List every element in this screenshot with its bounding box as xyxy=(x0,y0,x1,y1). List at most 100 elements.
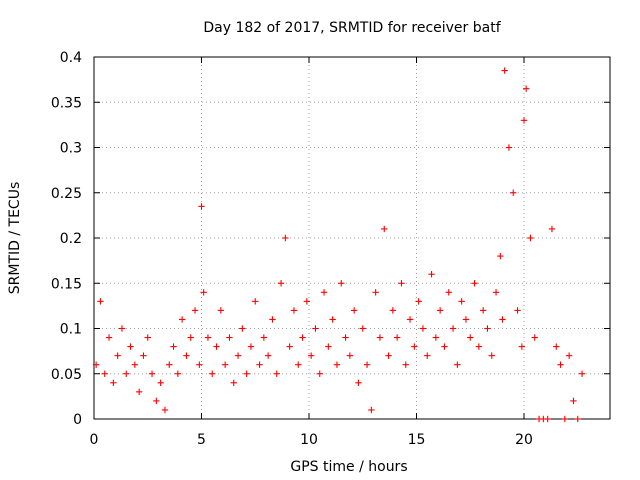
ticks: 0 5 10 15 20 0 0.05 0.1 0.15 0.2 0.25 0.3 0.35 0.4 xyxy=(51,50,610,448)
data-point xyxy=(398,280,405,287)
data-point xyxy=(247,343,255,350)
data-point xyxy=(101,370,108,377)
data-point xyxy=(118,325,126,332)
data-point xyxy=(505,144,513,151)
data-point xyxy=(198,203,205,210)
data-point xyxy=(432,334,440,341)
data-point xyxy=(256,361,263,368)
x-tick-label: 0 xyxy=(90,432,99,448)
data-point xyxy=(570,397,577,405)
data-point xyxy=(277,280,285,287)
data-point xyxy=(209,370,216,377)
y-tick-label: 0.4 xyxy=(60,50,82,66)
data-point xyxy=(273,370,280,377)
data-point xyxy=(252,298,259,305)
data-point xyxy=(389,307,397,314)
data-point xyxy=(488,352,495,359)
data-point xyxy=(200,289,207,296)
data-point xyxy=(462,316,470,323)
data-point xyxy=(161,406,169,414)
data-point xyxy=(376,334,384,341)
data-point xyxy=(518,343,526,350)
data-point xyxy=(320,289,328,296)
data-point xyxy=(574,415,581,423)
data-point xyxy=(329,316,336,323)
data-point xyxy=(170,343,177,350)
data-point xyxy=(454,361,461,368)
data-point xyxy=(402,361,409,368)
data-point xyxy=(282,234,289,242)
data-point xyxy=(217,307,225,314)
data-point xyxy=(312,325,319,332)
data-point xyxy=(148,370,156,377)
y-tick-label: 0.2 xyxy=(60,231,82,247)
y-axis-label: SRMTID / TECUs xyxy=(7,182,23,295)
data-point xyxy=(578,370,586,377)
data-point xyxy=(97,298,104,305)
x-axis-label: GPS time / hours xyxy=(290,459,407,475)
data-point xyxy=(561,415,569,423)
data-point xyxy=(520,117,528,124)
data-point xyxy=(368,406,375,414)
data-point xyxy=(239,325,246,332)
data-point xyxy=(338,280,345,287)
data-point xyxy=(204,334,212,341)
data-point xyxy=(187,334,194,341)
data-point xyxy=(290,307,298,314)
data-point xyxy=(174,370,182,377)
data-point xyxy=(166,361,173,368)
data-point xyxy=(191,307,199,314)
data-point xyxy=(557,361,564,368)
y-tick-label: 0.05 xyxy=(51,367,82,383)
data-point xyxy=(428,271,435,278)
data-point xyxy=(153,397,160,405)
data-point xyxy=(544,415,551,423)
data-point xyxy=(385,352,392,359)
data-point xyxy=(441,343,448,350)
data-point xyxy=(260,334,268,341)
data-point xyxy=(92,361,100,368)
x-tick-label: 5 xyxy=(197,432,206,448)
data-point xyxy=(221,361,229,368)
chart-title: Day 182 of 2017, SRMTID for receiver bat… xyxy=(203,20,501,36)
data-point xyxy=(286,343,293,350)
data-point xyxy=(499,316,506,323)
data-point xyxy=(295,361,302,368)
data-point xyxy=(230,379,237,386)
data-points xyxy=(92,67,586,423)
data-point xyxy=(510,189,517,196)
data-point xyxy=(393,334,401,341)
data-point xyxy=(514,307,521,314)
data-point xyxy=(363,361,371,368)
data-point xyxy=(144,334,151,341)
data-point xyxy=(123,370,130,377)
y-tick-label: 0.35 xyxy=(51,95,82,111)
data-point xyxy=(565,352,573,359)
data-point xyxy=(471,280,478,287)
data-point xyxy=(346,352,354,359)
data-point xyxy=(342,334,349,341)
y-tick-label: 0.15 xyxy=(51,276,82,292)
data-point xyxy=(381,225,388,233)
data-point xyxy=(527,234,534,242)
x-tick-label: 15 xyxy=(408,432,426,448)
data-point xyxy=(475,343,483,350)
data-point xyxy=(333,361,341,368)
data-point xyxy=(531,334,538,341)
data-point xyxy=(183,352,190,359)
data-point xyxy=(497,252,504,260)
data-point xyxy=(264,352,272,359)
data-point xyxy=(445,289,452,296)
data-point xyxy=(316,370,323,377)
data-point xyxy=(105,334,113,341)
data-point xyxy=(406,316,414,323)
data-point xyxy=(110,379,117,386)
data-point xyxy=(243,370,250,377)
data-point xyxy=(355,379,362,386)
data-point xyxy=(359,325,366,332)
data-point xyxy=(234,352,242,359)
data-point xyxy=(372,289,379,296)
data-point xyxy=(436,307,444,314)
y-tick-label: 0.3 xyxy=(60,141,82,157)
